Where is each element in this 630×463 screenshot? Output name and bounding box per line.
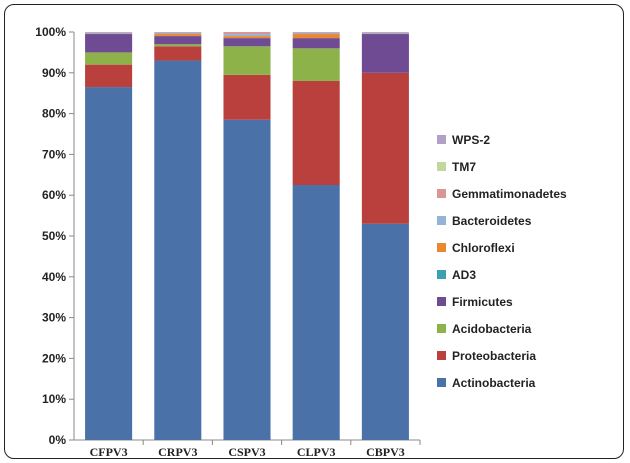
bar-segment-firmicutes xyxy=(154,36,202,45)
x-category-label: CFPV3 xyxy=(90,445,128,459)
bar-segment-bacteroidetes xyxy=(154,32,202,35)
bar-segment-proteobacteria xyxy=(85,64,133,88)
legend-label: Firmicutes xyxy=(452,295,513,309)
bar-segment-bacteroidetes xyxy=(85,32,133,35)
legend-swatch xyxy=(437,189,446,198)
bar-segment-bacteroidetes xyxy=(223,34,271,37)
legend-swatch xyxy=(437,243,446,252)
legend-label: Chloroflexi xyxy=(452,241,515,255)
y-tick-label: 50% xyxy=(42,229,66,243)
bar-segment-firmicutes xyxy=(85,34,133,53)
bar-segment-gemmatimonadetes xyxy=(223,32,271,35)
legend-swatch xyxy=(437,378,446,387)
legend-label: Proteobacteria xyxy=(452,349,536,363)
y-tick-label: 0% xyxy=(49,433,67,447)
bar-segment-bacteroidetes xyxy=(292,32,340,35)
y-tick-label: 20% xyxy=(42,351,66,365)
legend-label: TM7 xyxy=(452,160,476,174)
x-category-label: CSPV3 xyxy=(228,445,265,459)
y-tick-label: 60% xyxy=(42,188,66,202)
bar-segment-chloroflexi xyxy=(223,36,271,39)
bar-segment-bacteroidetes xyxy=(361,32,409,35)
bar-segment-firmicutes xyxy=(361,34,409,73)
bar-segment-proteobacteria xyxy=(292,80,340,185)
bar-segment-acidobacteria xyxy=(154,44,202,47)
x-category-label: CLPV3 xyxy=(297,445,336,459)
legend-swatch xyxy=(437,351,446,360)
bar-segment-acidobacteria xyxy=(85,52,133,65)
bar-segment-gemmatimonadetes xyxy=(361,32,409,33)
bar-segment-acidobacteria xyxy=(292,48,340,81)
bar-segment-chloroflexi xyxy=(154,34,202,37)
bar-segment-gemmatimonadetes xyxy=(292,32,340,33)
bar-segment-actinobacteria xyxy=(361,223,409,440)
y-tick-label: 40% xyxy=(42,270,66,284)
legend-swatch xyxy=(437,216,446,225)
x-category-label: CRPV3 xyxy=(158,445,197,459)
bar-segment-firmicutes xyxy=(223,38,271,47)
bar-segment-chloroflexi xyxy=(292,34,340,39)
legend-swatch xyxy=(437,324,446,333)
bar-segment-proteobacteria xyxy=(154,46,202,61)
y-tick-label: 30% xyxy=(42,311,66,325)
legend-swatch xyxy=(437,297,446,306)
y-tick-label: 70% xyxy=(42,147,66,161)
bar-segment-actinobacteria xyxy=(154,60,202,441)
legend-label: WPS-2 xyxy=(452,133,490,147)
y-tick-label: 100% xyxy=(35,25,66,39)
bar-segment-proteobacteria xyxy=(223,74,271,120)
y-tick-label: 90% xyxy=(42,66,66,80)
bar-segment-gemmatimonadetes xyxy=(85,32,133,33)
y-tick-label: 80% xyxy=(42,107,66,121)
legend-swatch xyxy=(437,135,446,144)
legend-label: AD3 xyxy=(452,268,476,282)
bar-segment-actinobacteria xyxy=(85,87,133,440)
legend-label: Bacteroidetes xyxy=(452,214,532,228)
legend-label: Gemmatimonadetes xyxy=(452,187,567,201)
legend-swatch xyxy=(437,270,446,279)
y-tick-label: 10% xyxy=(42,392,66,406)
legend-swatch xyxy=(437,162,446,171)
legend-label: Acidobacteria xyxy=(452,322,532,336)
bar-segment-acidobacteria xyxy=(223,46,271,75)
bar-segment-gemmatimonadetes xyxy=(154,32,202,33)
bar-segment-actinobacteria xyxy=(223,119,271,440)
bar-segment-actinobacteria xyxy=(292,185,340,440)
bar-segment-proteobacteria xyxy=(361,72,409,224)
legend-label: Actinobacteria xyxy=(452,376,536,390)
x-category-label: CBPV3 xyxy=(366,445,405,459)
bar-segment-firmicutes xyxy=(292,38,340,49)
